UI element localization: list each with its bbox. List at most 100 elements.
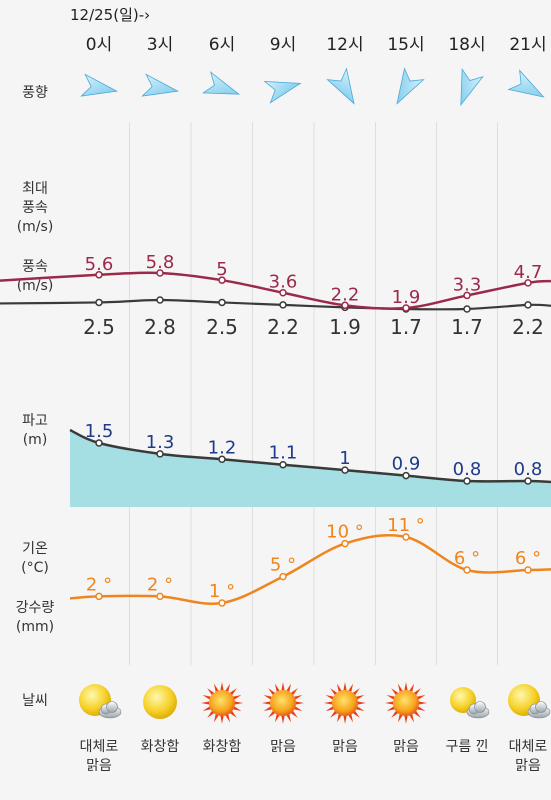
hour-label: 12시 bbox=[326, 35, 364, 55]
wind-speed-value: 2.5 bbox=[83, 315, 115, 339]
wave-value: 1 bbox=[339, 448, 350, 469]
cloudy-sun-icon bbox=[442, 678, 492, 728]
max-wind-point bbox=[156, 269, 164, 277]
temperature-point bbox=[463, 566, 471, 574]
wind-arrow-icon bbox=[261, 66, 305, 110]
temperature-point bbox=[95, 592, 103, 601]
max-wind-point bbox=[218, 276, 226, 284]
max-wind-value: 2.2 bbox=[331, 284, 360, 305]
label-max-wind: 최대 풍속 (m/s) bbox=[16, 181, 54, 235]
max-wind-value: 5 bbox=[216, 259, 227, 280]
max-wind-value: 3.6 bbox=[269, 272, 298, 293]
weather-text: 화창함 bbox=[202, 739, 242, 755]
weather-text: 대체로 맑음 bbox=[79, 739, 119, 774]
label-wave: 파고 (m) bbox=[22, 413, 48, 448]
temperature-value: 6 ° bbox=[454, 548, 480, 569]
wind-arrow-icon bbox=[200, 66, 244, 110]
temperature-point bbox=[279, 572, 287, 581]
temperature-point bbox=[524, 566, 532, 574]
wind-speed-value: 1.7 bbox=[451, 315, 483, 339]
weather-text: 화창함 bbox=[140, 739, 180, 755]
wave-value: 1.5 bbox=[85, 421, 114, 442]
wave-value: 1.3 bbox=[146, 432, 175, 453]
hot-sun-icon bbox=[258, 678, 308, 728]
label-weather: 날씨 bbox=[22, 693, 48, 709]
hot-sun-icon bbox=[320, 678, 370, 728]
hour-label: 3시 bbox=[146, 35, 174, 55]
wind-speed-value: 2.8 bbox=[144, 315, 176, 339]
wave-point bbox=[156, 450, 164, 458]
label-precipitation: 강수량 (mm) bbox=[15, 600, 55, 635]
wave-value: 0.8 bbox=[514, 459, 543, 480]
wind-speed-point bbox=[524, 301, 532, 309]
max-wind-point bbox=[402, 304, 410, 312]
wave-value: 0.9 bbox=[392, 454, 421, 475]
weather-text: 맑음 bbox=[270, 739, 296, 755]
wave-point bbox=[95, 439, 103, 447]
weather-text: 대체로 맑음 bbox=[508, 739, 548, 774]
hot-sun-icon bbox=[381, 678, 431, 728]
temperature-value: 1 ° bbox=[209, 581, 235, 602]
max-wind-value: 3.3 bbox=[453, 274, 482, 295]
max-wind-value: 5.6 bbox=[85, 254, 114, 275]
wind-arrow-icon bbox=[445, 66, 489, 110]
date-label: 12/25(일)-› bbox=[70, 6, 151, 24]
wind-arrow-icon bbox=[323, 66, 367, 110]
max-wind-point bbox=[95, 271, 103, 279]
sun-icon bbox=[135, 678, 185, 728]
max-wind-value: 4.7 bbox=[514, 262, 543, 283]
wave-point bbox=[463, 477, 471, 485]
max-wind-point bbox=[524, 279, 532, 287]
temperature-point bbox=[341, 539, 349, 548]
temperature-point bbox=[218, 599, 226, 607]
temperature-value: 10 ° bbox=[326, 522, 364, 543]
temperature-value: 11 ° bbox=[387, 515, 425, 536]
wave-point bbox=[218, 455, 226, 464]
wave-point bbox=[341, 466, 349, 474]
wave-point bbox=[524, 477, 532, 485]
wind-speed-point bbox=[156, 296, 164, 304]
max-wind-point bbox=[279, 288, 287, 297]
hour-label: 6시 bbox=[208, 35, 236, 55]
sun-cloud-icon bbox=[503, 678, 551, 728]
max-wind-point bbox=[341, 301, 349, 310]
wind-speed-point bbox=[463, 305, 471, 313]
wave-value: 1.1 bbox=[269, 443, 298, 464]
wind-arrow-icon bbox=[77, 66, 121, 110]
wind-speed-point bbox=[95, 298, 103, 307]
wind-speed-point bbox=[279, 301, 287, 309]
temperature-point bbox=[402, 533, 410, 541]
max-wind-line bbox=[0, 271, 551, 310]
wind-speed-line bbox=[0, 298, 551, 311]
hour-label: 15시 bbox=[387, 35, 425, 55]
max-wind-value: 5.8 bbox=[146, 252, 175, 273]
hour-label: 21시 bbox=[509, 35, 547, 55]
wind-speed-value: 1.7 bbox=[390, 315, 422, 339]
max-wind-point bbox=[463, 291, 471, 300]
weather-text: 구름 낀 bbox=[445, 739, 489, 755]
temperature-value: 2 ° bbox=[147, 574, 173, 595]
wind-speed-value: 1.9 bbox=[329, 315, 361, 339]
wave-area bbox=[70, 430, 551, 507]
weather-text: 맑음 bbox=[332, 739, 358, 755]
wind-speed-value: 2.5 bbox=[206, 315, 238, 339]
wind-arrow-icon bbox=[138, 66, 182, 110]
wind-speed-value: 2.2 bbox=[267, 315, 299, 339]
label-temperature: 기온 (°C) bbox=[21, 541, 49, 576]
temperature-point bbox=[156, 592, 164, 601]
wind-speed-point bbox=[218, 298, 226, 307]
temperature-value: 2 ° bbox=[86, 574, 112, 595]
temperature-line bbox=[69, 533, 551, 605]
weather-text: 맑음 bbox=[393, 739, 419, 755]
label-wind-speed: 풍속 (m/s) bbox=[16, 259, 54, 294]
hour-label: 18시 bbox=[448, 35, 486, 55]
sun-cloud-icon bbox=[74, 678, 124, 728]
wave-value: 0.8 bbox=[453, 459, 482, 480]
wave-point bbox=[279, 460, 287, 469]
temperature-value: 5 ° bbox=[270, 555, 296, 576]
wave-point bbox=[402, 471, 410, 480]
label-wind-direction: 풍향 bbox=[22, 85, 48, 101]
hour-label: 9시 bbox=[269, 35, 297, 55]
wave-value: 1.2 bbox=[208, 437, 237, 458]
